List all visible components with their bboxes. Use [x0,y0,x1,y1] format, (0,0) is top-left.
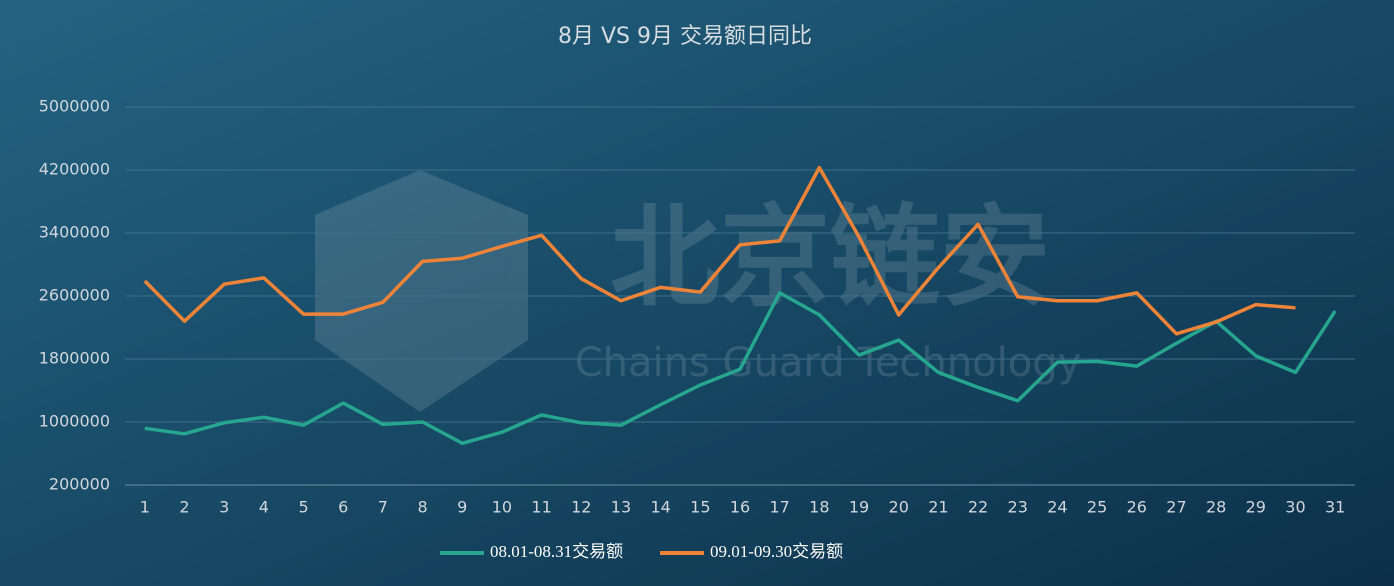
x-tick-label: 6 [338,498,348,517]
x-tick-label: 27 [1166,498,1186,517]
legend-label: 09.01-09.30交易额 [710,542,843,561]
x-tick-label: 8 [417,498,427,517]
watermark: 北京链安 Chains Guard Technology [315,170,1081,412]
y-tick-label: 200000 [49,475,110,494]
y-tick-label: 5000000 [39,97,110,116]
y-tick-label: 1000000 [39,412,110,431]
x-tick-label: 7 [378,498,388,517]
x-tick-label: 5 [298,498,308,517]
x-tick-label: 31 [1325,498,1345,517]
watermark-text: 北京链安 [610,193,1050,321]
x-tick-label: 13 [611,498,631,517]
x-tick-label: 20 [889,498,909,517]
x-tick-label: 14 [650,498,670,517]
x-tick-label: 29 [1246,498,1266,517]
series-line [144,291,1337,446]
watermark-subtext: Chains Guard Technology [575,340,1082,386]
x-tick-label: 25 [1087,498,1107,517]
x-tick-label: 1 [140,498,150,517]
x-tick-label: 21 [928,498,948,517]
x-tick-label: 4 [259,498,269,517]
watermark-logo [315,170,528,412]
y-tick-label: 3400000 [39,223,110,242]
x-tick-label: 30 [1285,498,1305,517]
x-tick-label: 24 [1047,498,1067,517]
x-tick-label: 19 [849,498,869,517]
series-line [143,165,1296,336]
x-tick-label: 17 [769,498,789,517]
x-tick-label: 23 [1008,498,1028,517]
x-tick-label: 9 [457,498,467,517]
x-tick-label: 3 [219,498,229,517]
x-tick-label: 22 [968,498,988,517]
x-tick-label: 28 [1206,498,1226,517]
x-tick-label: 2 [179,498,189,517]
y-tick-label: 4200000 [39,160,110,179]
legend-label: 08.01-08.31交易额 [490,542,623,561]
x-tick-label: 10 [492,498,512,517]
x-tick-label: 18 [809,498,829,517]
x-tick-label: 11 [531,498,551,517]
x-tick-label: 26 [1127,498,1147,517]
y-tick-label: 1800000 [39,349,110,368]
x-tick-label: 16 [730,498,750,517]
y-tick-label: 2600000 [39,286,110,305]
chart-title: 8月 VS 9月 交易额日同比 [558,24,812,49]
x-tick-label: 12 [571,498,591,517]
x-tick-label: 15 [690,498,710,517]
